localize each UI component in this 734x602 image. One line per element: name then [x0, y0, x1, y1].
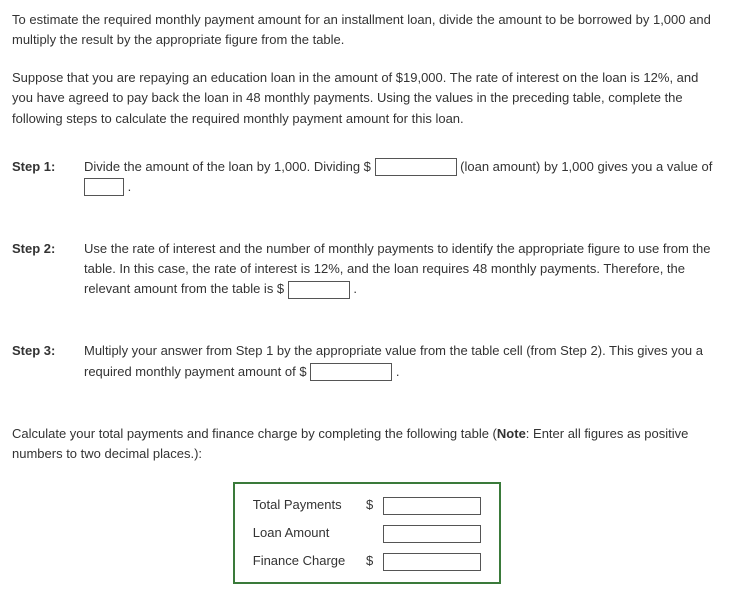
step-3-text-a: Multiply your answer from Step 1 by the … [84, 343, 703, 378]
finance-charge-input[interactable] [383, 553, 481, 571]
step-3-monthly-payment-input[interactable] [310, 363, 392, 381]
step-3-text-b: . [396, 364, 400, 379]
step-1-row: Step 1: Divide the amount of the loan by… [12, 157, 722, 197]
table-row: Total Payments $ [247, 492, 488, 518]
calc-table-wrap: Total Payments $ Loan Amount Finance Cha… [12, 482, 722, 584]
step-1-value-input[interactable] [84, 178, 124, 196]
step-1-text-b: (loan amount) by 1,000 gives you a value… [460, 159, 712, 174]
finance-charge-cell [377, 548, 487, 574]
total-payments-cell [377, 492, 487, 518]
calc-intro-a: Calculate your total payments and financ… [12, 426, 497, 441]
step-1-loan-amount-input[interactable] [375, 158, 457, 176]
calc-intro-note-label: Note [497, 426, 526, 441]
intro-paragraph-2: Suppose that you are repaying an educati… [12, 68, 722, 128]
loan-amount-cell [377, 520, 487, 546]
calc-table: Total Payments $ Loan Amount Finance Cha… [233, 482, 502, 584]
step-2-table-value-input[interactable] [288, 281, 350, 299]
total-payments-label: Total Payments [247, 492, 352, 518]
total-payments-currency: $ [353, 492, 375, 518]
step-1-body: Divide the amount of the loan by 1,000. … [84, 157, 722, 197]
finance-charge-currency: $ [353, 548, 375, 574]
intro-paragraph-1: To estimate the required monthly payment… [12, 10, 722, 50]
loan-amount-currency [353, 520, 375, 546]
step-3-row: Step 3: Multiply your answer from Step 1… [12, 341, 722, 381]
step-2-label: Step 2: [12, 239, 84, 259]
step-1-text-a: Divide the amount of the loan by 1,000. … [84, 159, 371, 174]
step-2-row: Step 2: Use the rate of interest and the… [12, 239, 722, 299]
step-2-text-a: Use the rate of interest and the number … [84, 241, 711, 296]
loan-amount-label: Loan Amount [247, 520, 352, 546]
step-3-body: Multiply your answer from Step 1 by the … [84, 341, 722, 381]
table-row: Loan Amount [247, 520, 488, 546]
loan-amount-input[interactable] [383, 525, 481, 543]
total-payments-input[interactable] [383, 497, 481, 515]
step-2-text-b: . [353, 281, 357, 296]
table-row: Finance Charge $ [247, 548, 488, 574]
step-1-text-c: . [128, 179, 132, 194]
step-1-label: Step 1: [12, 157, 84, 177]
steps-block: Step 1: Divide the amount of the loan by… [12, 157, 722, 382]
finance-charge-label: Finance Charge [247, 548, 352, 574]
intro-block: To estimate the required monthly payment… [12, 10, 722, 129]
step-2-body: Use the rate of interest and the number … [84, 239, 722, 299]
step-3-label: Step 3: [12, 341, 84, 361]
calc-intro: Calculate your total payments and financ… [12, 424, 722, 464]
